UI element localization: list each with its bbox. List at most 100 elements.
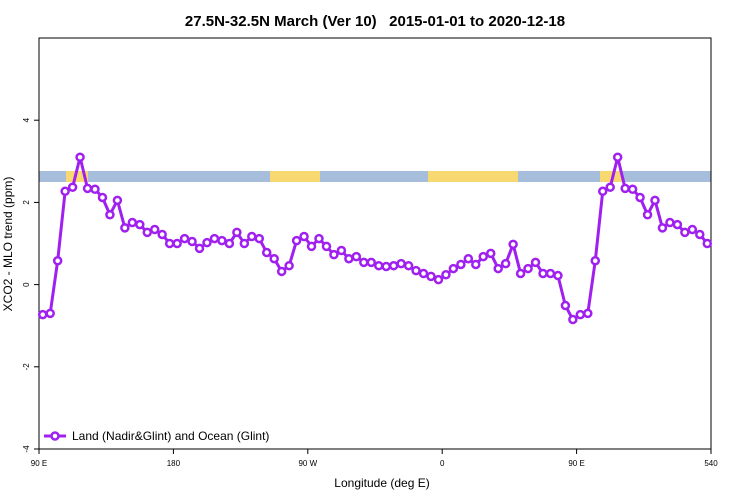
data-point <box>164 238 175 249</box>
data-point <box>306 241 317 252</box>
data-point <box>373 260 384 271</box>
data-point <box>97 192 108 203</box>
data-point <box>642 209 653 220</box>
data-point <box>329 249 339 260</box>
data-point <box>291 235 302 246</box>
data-point <box>82 183 93 194</box>
data-point <box>545 268 556 279</box>
data-point <box>650 195 660 206</box>
data-point <box>583 308 593 319</box>
data-point <box>194 243 205 254</box>
data-point <box>508 239 518 250</box>
data-point <box>142 227 153 238</box>
data-point <box>321 241 332 252</box>
data-point <box>568 314 578 325</box>
x-tick-label: 0 <box>440 459 445 468</box>
data-point <box>247 231 257 242</box>
data-point <box>695 229 705 240</box>
data-point <box>209 233 220 244</box>
data-point <box>149 224 160 235</box>
data-point <box>657 223 668 233</box>
data-point <box>456 259 466 270</box>
x-tick-label: 180 <box>167 459 181 468</box>
data-point <box>612 152 623 162</box>
data-point <box>336 245 347 256</box>
data-point <box>590 256 601 266</box>
data-point <box>471 259 481 270</box>
data-point <box>620 183 630 194</box>
data-point <box>575 309 586 320</box>
x-tick-label: 540 <box>704 459 718 468</box>
data-point <box>105 209 115 220</box>
data-point <box>284 260 294 271</box>
data-point <box>478 251 489 262</box>
x-tick-label: 90 W <box>298 459 317 468</box>
data-point <box>90 184 100 194</box>
data-point <box>530 257 541 268</box>
data-point <box>560 300 571 311</box>
data-point <box>553 270 563 281</box>
y-tick-label: -2 <box>22 363 31 371</box>
data-point <box>120 223 130 233</box>
data-point <box>680 227 690 238</box>
data-point <box>538 268 548 279</box>
data-point <box>597 186 608 197</box>
data-point <box>254 233 265 244</box>
data-point <box>232 227 242 238</box>
data-point <box>381 261 391 272</box>
data-point <box>396 258 406 269</box>
data-point <box>359 257 369 268</box>
data-point <box>426 271 436 282</box>
data-point <box>687 224 698 235</box>
data-point <box>366 257 377 268</box>
data-point <box>627 184 638 194</box>
data-point <box>485 248 496 259</box>
data-point <box>224 238 235 249</box>
data-point <box>157 229 167 240</box>
data-point <box>344 253 354 264</box>
data-point <box>463 253 474 264</box>
data-point <box>403 260 414 271</box>
data-point <box>75 152 85 162</box>
data-point <box>67 182 78 192</box>
data-point <box>433 274 444 285</box>
data-point <box>239 238 250 249</box>
data-point <box>605 182 615 192</box>
x-tick-label: 90 E <box>568 459 584 468</box>
data-point <box>448 263 459 274</box>
data-point <box>523 263 533 274</box>
chart-title: 27.5N-32.5N March (Ver 10) 2015-01-01 to… <box>185 13 565 30</box>
data-point <box>351 251 362 262</box>
data-point <box>314 233 324 244</box>
data-point <box>299 231 309 242</box>
data-point <box>112 195 123 206</box>
data-point <box>37 309 48 320</box>
data-point <box>515 268 526 279</box>
data-point <box>202 237 212 248</box>
data-point <box>635 192 645 203</box>
data-point <box>388 260 399 271</box>
x-axis-label: Longitude (deg E) <box>334 476 429 490</box>
data-point <box>135 219 145 230</box>
x-tick-label: 90 E <box>31 459 47 468</box>
data-point <box>261 247 272 258</box>
data-point <box>52 256 63 266</box>
legend-label: Land (Nadir&Glint) and Ocean (Glint) <box>72 429 269 443</box>
data-point <box>441 269 451 280</box>
data-point <box>269 253 279 264</box>
data-point <box>411 265 421 276</box>
data-point <box>418 268 429 279</box>
data-point <box>187 236 197 247</box>
data-point <box>665 217 675 228</box>
data-point <box>276 266 287 277</box>
data-point <box>172 238 182 249</box>
land-ocean-strip <box>39 171 711 182</box>
legend-marker <box>50 431 60 441</box>
y-axis-label: XCO2 - MLO trend (ppm) <box>1 177 15 312</box>
y-tick-label: 2 <box>22 200 31 205</box>
y-tick-label: -4 <box>22 445 31 453</box>
data-point <box>702 238 713 249</box>
plot-frame <box>38 37 712 450</box>
data-point <box>500 258 511 269</box>
